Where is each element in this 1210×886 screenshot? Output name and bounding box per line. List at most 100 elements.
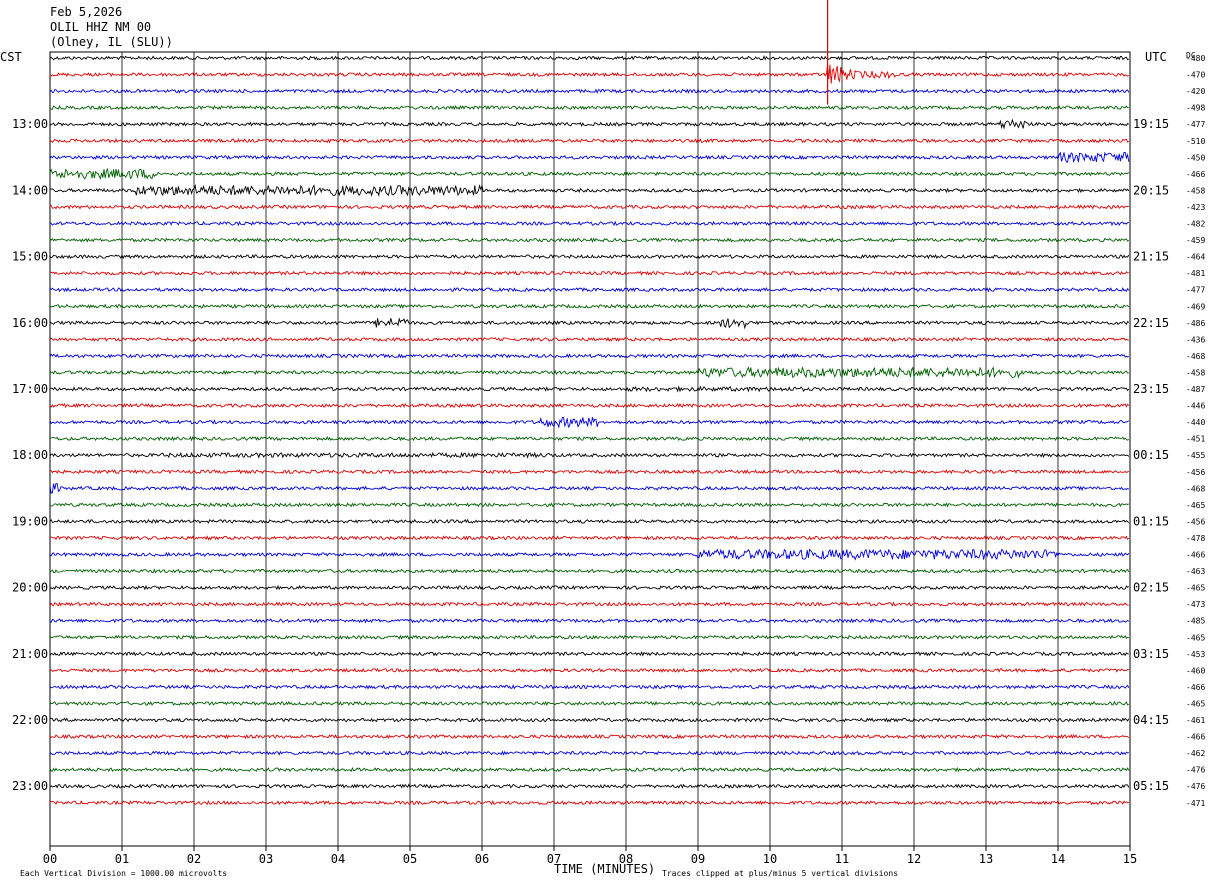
right-hour-label: 03:15 (1133, 647, 1169, 661)
trace-line (49, 667, 1129, 674)
x-tick-label: 05 (403, 852, 417, 866)
dc-offset-label: -510 (1186, 137, 1205, 146)
dc-offset-label: -466 (1186, 733, 1205, 742)
dc-offset-label: -420 (1186, 87, 1205, 96)
trace-line (49, 55, 1130, 61)
right-hour-label: 19:15 (1133, 117, 1169, 131)
left-hour-label: 23:00 (12, 779, 48, 793)
dc-offset-label: -477 (1186, 286, 1205, 295)
trace-line (49, 766, 1130, 773)
dc-offset-label: -466 (1186, 170, 1205, 179)
station-location: (Olney, IL (SLU)) (50, 35, 173, 49)
x-tick-label: 03 (259, 852, 273, 866)
trace-line (49, 482, 1130, 494)
dc-offset-label: -469 (1186, 302, 1205, 311)
dc-offset-label: -468 (1186, 352, 1205, 361)
dc-offset-label: -486 (1186, 319, 1205, 328)
trace-line (49, 617, 1130, 624)
dc-offset-label: -450 (1186, 153, 1205, 162)
right-hour-label: 00:15 (1133, 448, 1169, 462)
trace-line (49, 750, 1129, 756)
chart-grid (49, 51, 1131, 851)
x-tick-label: 11 (835, 852, 849, 866)
right-hour-label: 05:15 (1133, 779, 1169, 793)
dc-offset-label: -465 (1186, 699, 1205, 708)
trace-line (49, 118, 1130, 130)
right-hour-label: 20:15 (1133, 183, 1169, 197)
trace-line (49, 183, 1130, 197)
x-tick-label: 06 (475, 852, 489, 866)
trace-line (49, 237, 1130, 243)
right-hour-label: 22:15 (1133, 316, 1169, 330)
trace-line (49, 336, 1129, 343)
dc-offset-label: -465 (1186, 501, 1205, 510)
dc-offset-label: -473 (1186, 600, 1205, 609)
dc-offset-label: -458 (1186, 368, 1205, 377)
x-axis-title: TIME (MINUTES) (554, 862, 655, 876)
trace-line (49, 518, 1130, 524)
dc-offset-label: -456 (1186, 468, 1205, 477)
right-hour-label: 21:15 (1133, 250, 1169, 264)
axis-labels: CST UTC DC TIME (MINUTES) Each Vertical … (0, 50, 1205, 878)
dc-offset-label: -461 (1186, 716, 1205, 725)
dc-offset-label: -487 (1186, 385, 1205, 394)
trace-line (49, 469, 1129, 475)
dc-offset-label: -482 (1186, 220, 1205, 229)
x-tick-label: 10 (763, 852, 777, 866)
x-tick-label: 02 (187, 852, 201, 866)
dc-offset-label: -453 (1186, 650, 1205, 659)
seismic-traces (49, 0, 1130, 806)
left-hour-label: 18:00 (12, 448, 48, 462)
dc-offset-label: -476 (1186, 782, 1205, 791)
x-tick-label: 07 (547, 852, 561, 866)
trace-line (50, 535, 1130, 541)
dc-offset-label: -498 (1186, 104, 1205, 113)
trace-line (49, 151, 1130, 164)
trace-line (49, 353, 1129, 359)
trace-line (49, 435, 1130, 442)
trace-line (49, 684, 1130, 690)
dc-offset-label: -463 (1186, 567, 1205, 576)
trace-line (49, 138, 1130, 144)
dc-offset-label: -464 (1186, 253, 1205, 262)
trace-line (49, 568, 1130, 574)
left-hour-label: 21:00 (12, 647, 48, 661)
trace-line (49, 167, 1130, 180)
x-tick-label: 15 (1123, 852, 1137, 866)
scale-note: Each Vertical Division = 1000.00 microvo… (20, 869, 227, 878)
dc-offset-label: -468 (1186, 484, 1205, 493)
dc-offset-label: -458 (1186, 186, 1205, 195)
left-hour-label: 19:00 (12, 514, 48, 528)
dc-offset-label: -462 (1186, 749, 1205, 758)
x-tick-label: 12 (907, 852, 921, 866)
trace-line (49, 253, 1130, 260)
right-hour-label: 23:15 (1133, 382, 1169, 396)
dc-offset-label: -436 (1186, 335, 1205, 344)
trace-line (49, 799, 1129, 806)
trace-line (49, 502, 1130, 508)
trace-line (49, 317, 1130, 330)
left-timezone-label: CST (0, 50, 22, 64)
right-hour-label: 04:15 (1133, 713, 1169, 727)
dc-offset-label: -480 (1186, 54, 1205, 63)
dc-offset-label: -481 (1186, 269, 1205, 278)
trace-line (49, 365, 1129, 379)
left-hour-label: 17:00 (12, 382, 48, 396)
trace-line (49, 220, 1129, 227)
dc-offset-label: -423 (1186, 203, 1205, 212)
dc-offset-label: -440 (1186, 418, 1205, 427)
dc-offset-label: -466 (1186, 551, 1205, 560)
dc-offset-label: -478 (1186, 534, 1205, 543)
trace-line (49, 416, 1130, 429)
x-tick-label: 01 (115, 852, 129, 866)
trace-line (49, 64, 1130, 84)
dc-offset-label: -470 (1186, 71, 1205, 80)
dc-offset-label: -471 (1186, 799, 1205, 808)
trace-line (49, 88, 1130, 94)
dc-offset-label: -451 (1186, 435, 1205, 444)
x-tick-label: 00 (43, 852, 57, 866)
trace-line (49, 451, 1130, 459)
left-hour-label: 15:00 (12, 250, 48, 264)
dc-offset-label: -446 (1186, 402, 1205, 411)
